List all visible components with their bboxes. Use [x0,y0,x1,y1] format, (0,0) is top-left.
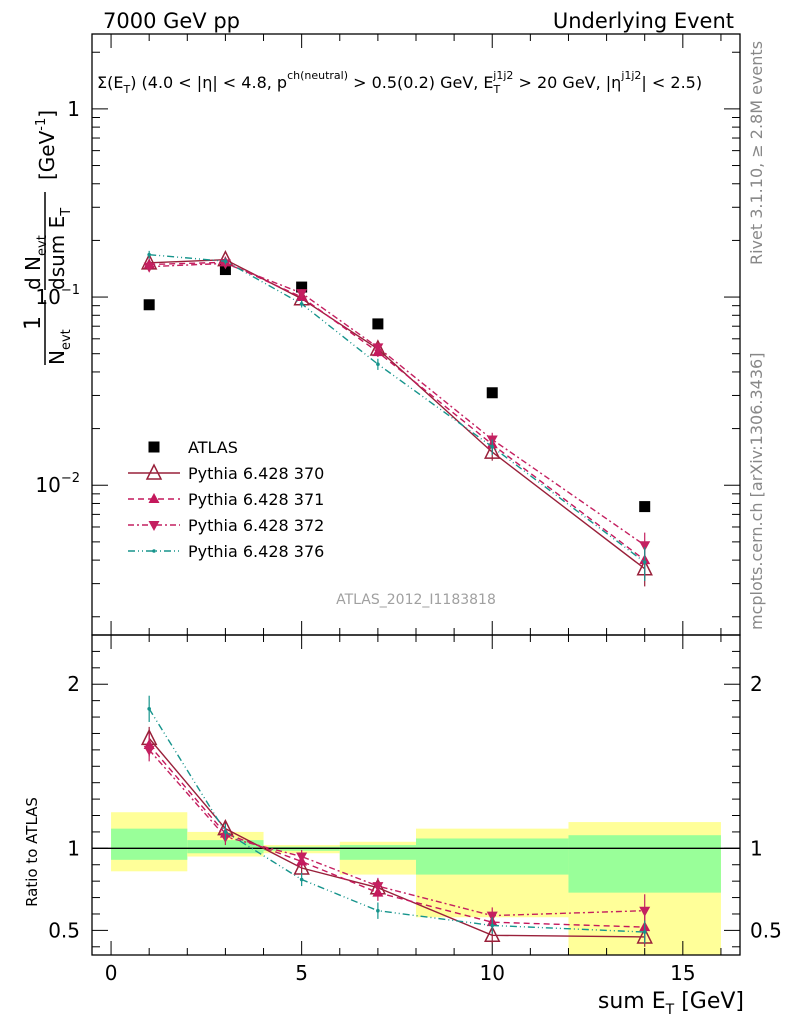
legend-label-p370: Pythia 6.428 370 [188,464,324,483]
series-line-p372 [149,262,646,546]
selection-label: Σ(ET) (4.0 < |η| < 4.8, pch(neutral) > 0… [97,69,702,96]
ratio-point-p376 [642,930,647,934]
ratio-point-p376 [147,707,151,711]
x-tick-label: 15 [670,961,695,985]
y-tick-label: 1 [67,97,80,121]
ratio-line-p370 [148,737,645,938]
data-point-atlas [296,281,308,293]
data-point-p376 [223,259,228,264]
ratio-point-p372 [372,882,384,893]
ratio-y-tick-label-right: 0.5 [750,918,782,942]
legend-marker-p370 [145,463,163,480]
legend-marker-atlas [148,441,160,453]
data-point-p376 [147,252,151,257]
data-point-atlas [143,299,155,311]
legend-label-p372: Pythia 6.428 372 [188,516,324,535]
ratio-y-tick-label: 2 [67,672,80,696]
mcplots-label: mcplots.cern.ch [arXiv:1306.3436] [747,353,766,630]
data-point-p372 [143,262,155,273]
ratio-point-p376 [223,830,228,834]
data-point-p376 [490,445,495,449]
legend-label-p371: Pythia 6.428 371 [188,490,324,509]
rivet-label: Rivet 3.1.10, ≥ 2.8M events [747,41,766,265]
y-tick-label: 10−2 [35,471,80,497]
ratio-point-p376 [490,923,495,928]
ratio-line-p371 [148,744,645,928]
ratio-point-p376 [299,877,304,882]
header-right: Underlying Event [553,9,734,33]
ratio-y-tick-label: 1 [67,836,80,860]
data-point-atlas [486,387,498,399]
series-line-p376 [149,253,646,563]
analysis-watermark: ATLAS_2012_I1183818 [336,592,496,608]
x-tick-label: 5 [295,961,308,985]
ratio-line-p376 [148,708,645,933]
ratio-point-p370 [484,925,501,943]
y-tick-label: 10−1 [35,283,80,309]
legend-marker-p376 [152,549,156,553]
ratio-point-p372 [296,852,308,863]
legend-label-data: ATLAS [188,438,238,457]
data-point-atlas [219,264,231,276]
data-point-p372 [639,541,651,552]
series-line-p370 [149,258,646,570]
ratio-point-p372 [143,745,155,756]
svg-text:dsum ET: dsum ET [45,208,74,290]
uncertainty-band-inner-5 [568,835,721,893]
data-point-p376 [299,302,304,306]
legend-label-p376: Pythia 6.428 376 [188,542,324,561]
main-panel: 10−2 10−1 1 [35,33,741,636]
ratio-y-tick-label-right: 2 [750,672,763,696]
y-axis-label-ratio: Ratio to ATLAS [23,797,41,907]
uncertainty-band-inner-4 [416,838,569,875]
ratio-point-p372 [639,906,651,917]
data-point-p376 [376,362,380,366]
ratio-y-tick-label: 0.5 [48,918,80,942]
data-point-atlas [372,318,384,330]
legend-marker-p372 [148,521,160,531]
ratio-point-p372 [486,911,498,922]
header-left: 7000 GeV pp [103,9,240,33]
data-point-atlas [639,501,651,513]
legend: ATLAS Pythia 6.428 370 Pythia 6.428 371 Pyt… [128,438,324,561]
data-point-p370 [484,442,501,459]
data-point-p372 [296,289,308,300]
x-tick-label: 10 [480,961,505,985]
data-point-p372 [372,343,384,354]
svg-text:[GeV-1]: [GeV-1] [34,110,59,180]
data-point-p376 [642,560,647,564]
legend-marker-p371 [148,493,160,503]
y-axis-label-main: 1 Nevt d Nevt dsum ET [GeV-1] [21,110,74,365]
series-line-p371 [149,261,646,561]
x-axis-label: sum ET [GeV] [598,989,744,1018]
svg-text:1: 1 [21,316,46,330]
ratio-panel: 0 5 10 15 0.5 0.5 1 1 2 2 [48,634,782,985]
x-tick-label: 0 [105,961,118,985]
ratio-point-p376 [376,908,380,913]
svg-text:Nevt: Nevt [45,329,74,365]
ratio-y-tick-label-right: 1 [750,836,763,860]
uncertainty-band-inner-0 [111,828,188,860]
uncertainty-band-inner-3 [339,845,416,860]
